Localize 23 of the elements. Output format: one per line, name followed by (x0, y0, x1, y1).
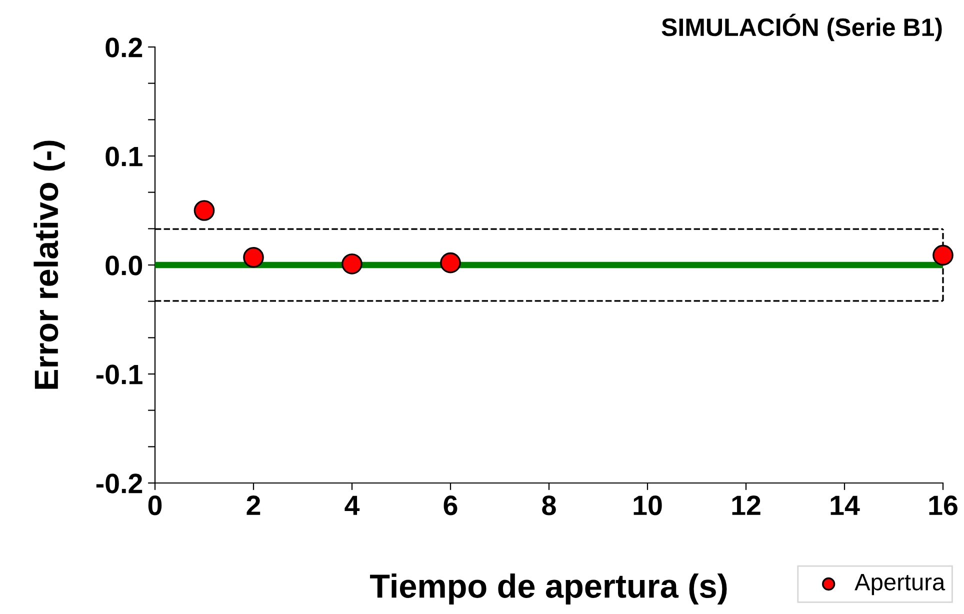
x-tick-label: 8 (542, 496, 556, 516)
y-tick-label: -0.1 (96, 364, 142, 384)
point (342, 254, 362, 274)
point (194, 200, 215, 221)
y-axis-title: Error relativo (-) (34, 140, 65, 389)
x-tick-label: 12 (732, 496, 760, 515)
x-tick-label: 4 (344, 496, 360, 515)
point (440, 252, 461, 274)
x-tick-label: 2 (246, 496, 260, 515)
y-tick-label: 0.2 (106, 38, 142, 58)
x-tick-label: 10 (634, 496, 662, 516)
chart-title: SIMULACIÓN (Serie B1) (662, 14, 942, 42)
x-tick-label: 16 (929, 496, 958, 516)
y-tick-label: -0.2 (96, 474, 142, 494)
y-tick-label: 0.1 (106, 146, 142, 166)
x-tick-label: 14 (830, 496, 860, 515)
point (243, 246, 264, 268)
point (932, 244, 954, 266)
legend-label: Apertura (854, 574, 946, 596)
x-tick-label: 6 (444, 496, 458, 516)
x-tick-label: 0 (148, 496, 162, 516)
x-axis-title: Tiempo de apertura (s) (370, 573, 727, 605)
y-tick-label: 0.0 (106, 256, 142, 276)
